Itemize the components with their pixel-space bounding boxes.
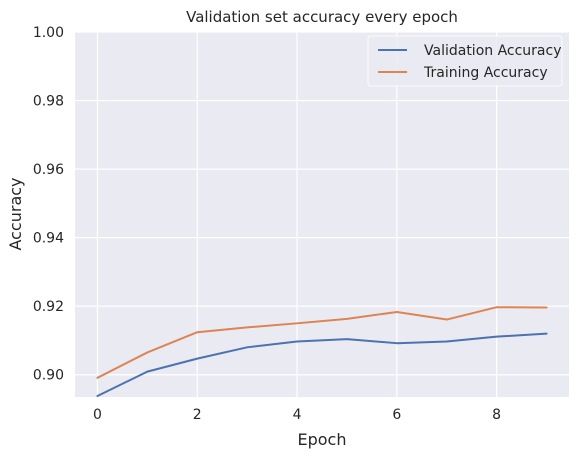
y-tick-label: 0.92 <box>33 299 64 315</box>
chart-title: Validation set accuracy every epoch <box>186 8 458 26</box>
x-tick-label: 4 <box>293 407 302 423</box>
x-tick-labels: 0 2 4 6 8 <box>93 407 501 423</box>
x-tick-label: 0 <box>93 407 102 423</box>
x-tick-label: 6 <box>392 407 401 423</box>
x-tick-label: 2 <box>193 407 202 423</box>
legend-label-validation: Validation Accuracy <box>424 43 562 59</box>
x-axis-label: Epoch <box>298 430 347 449</box>
y-tick-labels: 0.90 0.92 0.94 0.96 0.98 1.00 <box>33 25 64 384</box>
y-tick-label: 0.94 <box>33 231 64 247</box>
plot-background <box>75 32 569 397</box>
legend-label-training: Training Accuracy <box>423 65 548 81</box>
y-tick-label: 0.90 <box>33 368 64 384</box>
y-tick-label: 0.96 <box>33 162 64 178</box>
legend: Validation Accuracy Training Accuracy <box>368 36 562 86</box>
y-tick-label: 1.00 <box>33 25 64 41</box>
y-axis-label: Accuracy <box>6 177 25 250</box>
x-tick-label: 8 <box>492 407 501 423</box>
y-tick-label: 0.98 <box>33 94 64 110</box>
